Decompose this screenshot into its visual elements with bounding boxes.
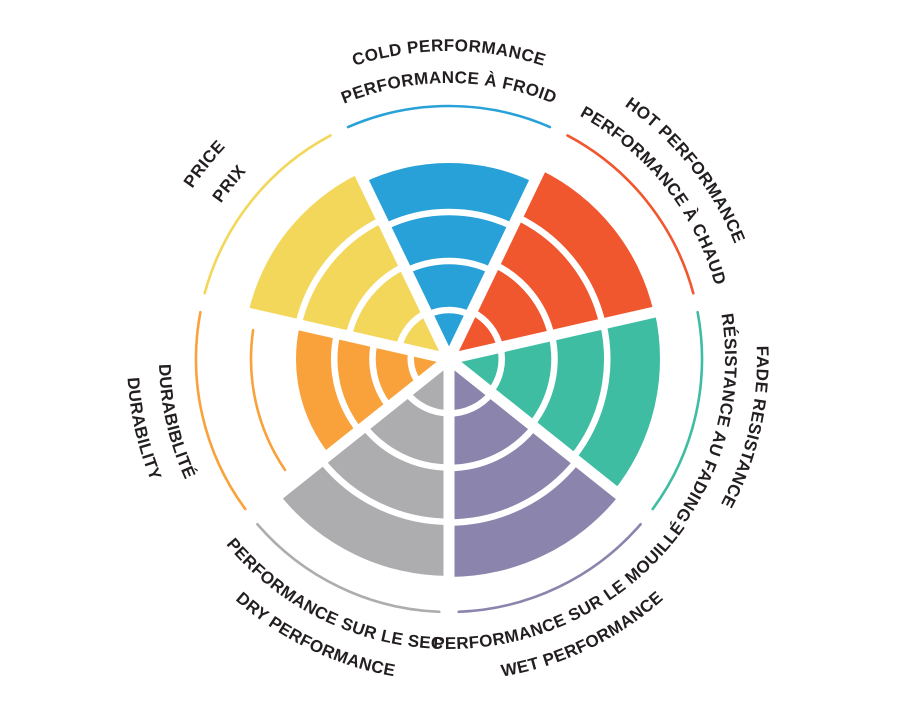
- label-text-durability-fr: DURABIBLITÉ: [155, 364, 199, 482]
- label-durability-fr: DURABIBLITÉ: [155, 364, 199, 482]
- band-divider-wet-performance-3: [448, 458, 580, 526]
- band-divider-fade-resistance-3: [570, 323, 611, 460]
- band-divider-wet-performance-2: [448, 424, 537, 472]
- band-divider-hot-performance-3: [515, 214, 606, 325]
- separator-2: [447, 301, 681, 365]
- wedge-dry-performance: [279, 359, 449, 576]
- band-dividers: [295, 208, 611, 526]
- center-dot: [442, 352, 456, 366]
- band-divider-durability-3: [331, 332, 362, 433]
- band-divider-price-2: [345, 263, 406, 337]
- label-text-cold-performance-fr: PERFORMANCE À FROID: [339, 68, 560, 107]
- max-marker-arc-durability: [249, 328, 287, 472]
- label-cold-performance-fr: PERFORMANCE À FROID: [339, 68, 560, 107]
- band-divider-cold-performance-3: [383, 208, 515, 230]
- guide-arc-wet-performance: [457, 522, 642, 614]
- guide-arc-price: [203, 134, 332, 295]
- guide-arcs: [194, 104, 704, 614]
- label-price-fr: PRIX: [209, 161, 250, 206]
- guide-arc-cold-performance: [346, 104, 552, 129]
- guide-arc-dry-performance: [256, 522, 441, 614]
- band-divider-dry-performance-2: [361, 424, 450, 471]
- separator-5: [261, 354, 453, 511]
- band-divider-hot-performance-2: [493, 261, 555, 337]
- separator-0: [341, 143, 454, 362]
- label-text-cold-performance-en: COLD PERFORMANCE: [350, 36, 548, 70]
- band-divider-durability-2: [369, 341, 392, 409]
- sector-separators: [217, 143, 681, 595]
- label-text-price-fr: PRIX: [209, 161, 250, 206]
- guide-arc-hot-performance: [566, 134, 695, 295]
- wedge-wet-performance: [449, 359, 620, 577]
- band-divider-cold-performance-2: [405, 257, 493, 274]
- band-divider-dry-performance-3: [319, 458, 450, 525]
- guide-arc-fade-resistance: [651, 310, 704, 511]
- band-divider-price-3: [295, 216, 384, 326]
- separator-1: [444, 143, 557, 362]
- label-cold-performance-en: COLD PERFORMANCE: [350, 36, 548, 70]
- band-divider-fade-resistance-2: [528, 334, 558, 427]
- separator-3: [445, 354, 637, 511]
- guide-arc-durability: [194, 310, 247, 511]
- separator-6: [217, 301, 451, 365]
